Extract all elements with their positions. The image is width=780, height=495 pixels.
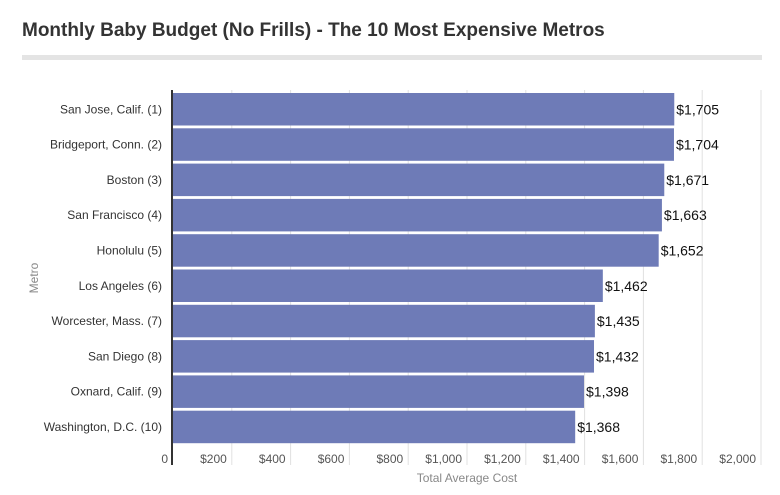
bar — [173, 304, 595, 338]
x-axis-title: Total Average Cost — [417, 471, 518, 485]
x-tick-label: $1,600 — [602, 452, 639, 466]
x-tick-label: 0 — [161, 452, 168, 466]
category-label: San Francisco (4) — [67, 208, 162, 222]
x-tick-label: $1,000 — [425, 452, 462, 466]
x-tick-label: $200 — [200, 452, 227, 466]
x-tick-label: $2,000 — [719, 452, 756, 466]
data-label: $1,652 — [661, 242, 704, 258]
x-tick-label: $800 — [376, 452, 403, 466]
data-label: $1,705 — [676, 101, 719, 117]
data-label: $1,368 — [577, 419, 620, 435]
data-label: $1,704 — [676, 137, 719, 153]
chart-title: Monthly Baby Budget (No Frills) - The 10… — [22, 20, 605, 41]
x-tick-label: $1,200 — [484, 452, 521, 466]
bar — [173, 128, 674, 161]
category-label: Boston (3) — [107, 173, 162, 187]
bar — [173, 234, 659, 267]
category-label: San Diego (8) — [88, 349, 162, 363]
category-label: Los Angeles (6) — [79, 279, 162, 293]
category-label: Honolulu (5) — [97, 243, 162, 257]
data-label: $1,663 — [664, 207, 707, 223]
bar — [173, 375, 585, 408]
data-label: $1,671 — [666, 172, 709, 188]
category-label: Worcester, Mass. (7) — [52, 314, 162, 328]
bar — [173, 163, 665, 197]
data-label: $1,462 — [605, 278, 648, 294]
x-tick-label: $1,800 — [660, 452, 697, 466]
category-label: Washington, D.C. (10) — [44, 420, 162, 434]
y-axis-title: Metro — [27, 262, 41, 293]
data-label: $1,435 — [597, 313, 640, 329]
x-tick-label: $400 — [259, 452, 286, 466]
category-label: Bridgeport, Conn. (2) — [50, 138, 162, 152]
data-label: $1,398 — [586, 384, 629, 400]
bar — [173, 198, 662, 232]
bar — [173, 410, 576, 444]
bar — [173, 93, 675, 126]
x-tick-label: $600 — [318, 452, 345, 466]
data-label: $1,432 — [596, 348, 639, 364]
category-label: Oxnard, Calif. (9) — [71, 385, 162, 399]
title-divider — [22, 55, 762, 60]
x-tick-label: $1,400 — [543, 452, 580, 466]
bar — [173, 340, 595, 373]
bar — [173, 269, 603, 302]
category-label: San Jose, Calif. (1) — [60, 102, 162, 116]
